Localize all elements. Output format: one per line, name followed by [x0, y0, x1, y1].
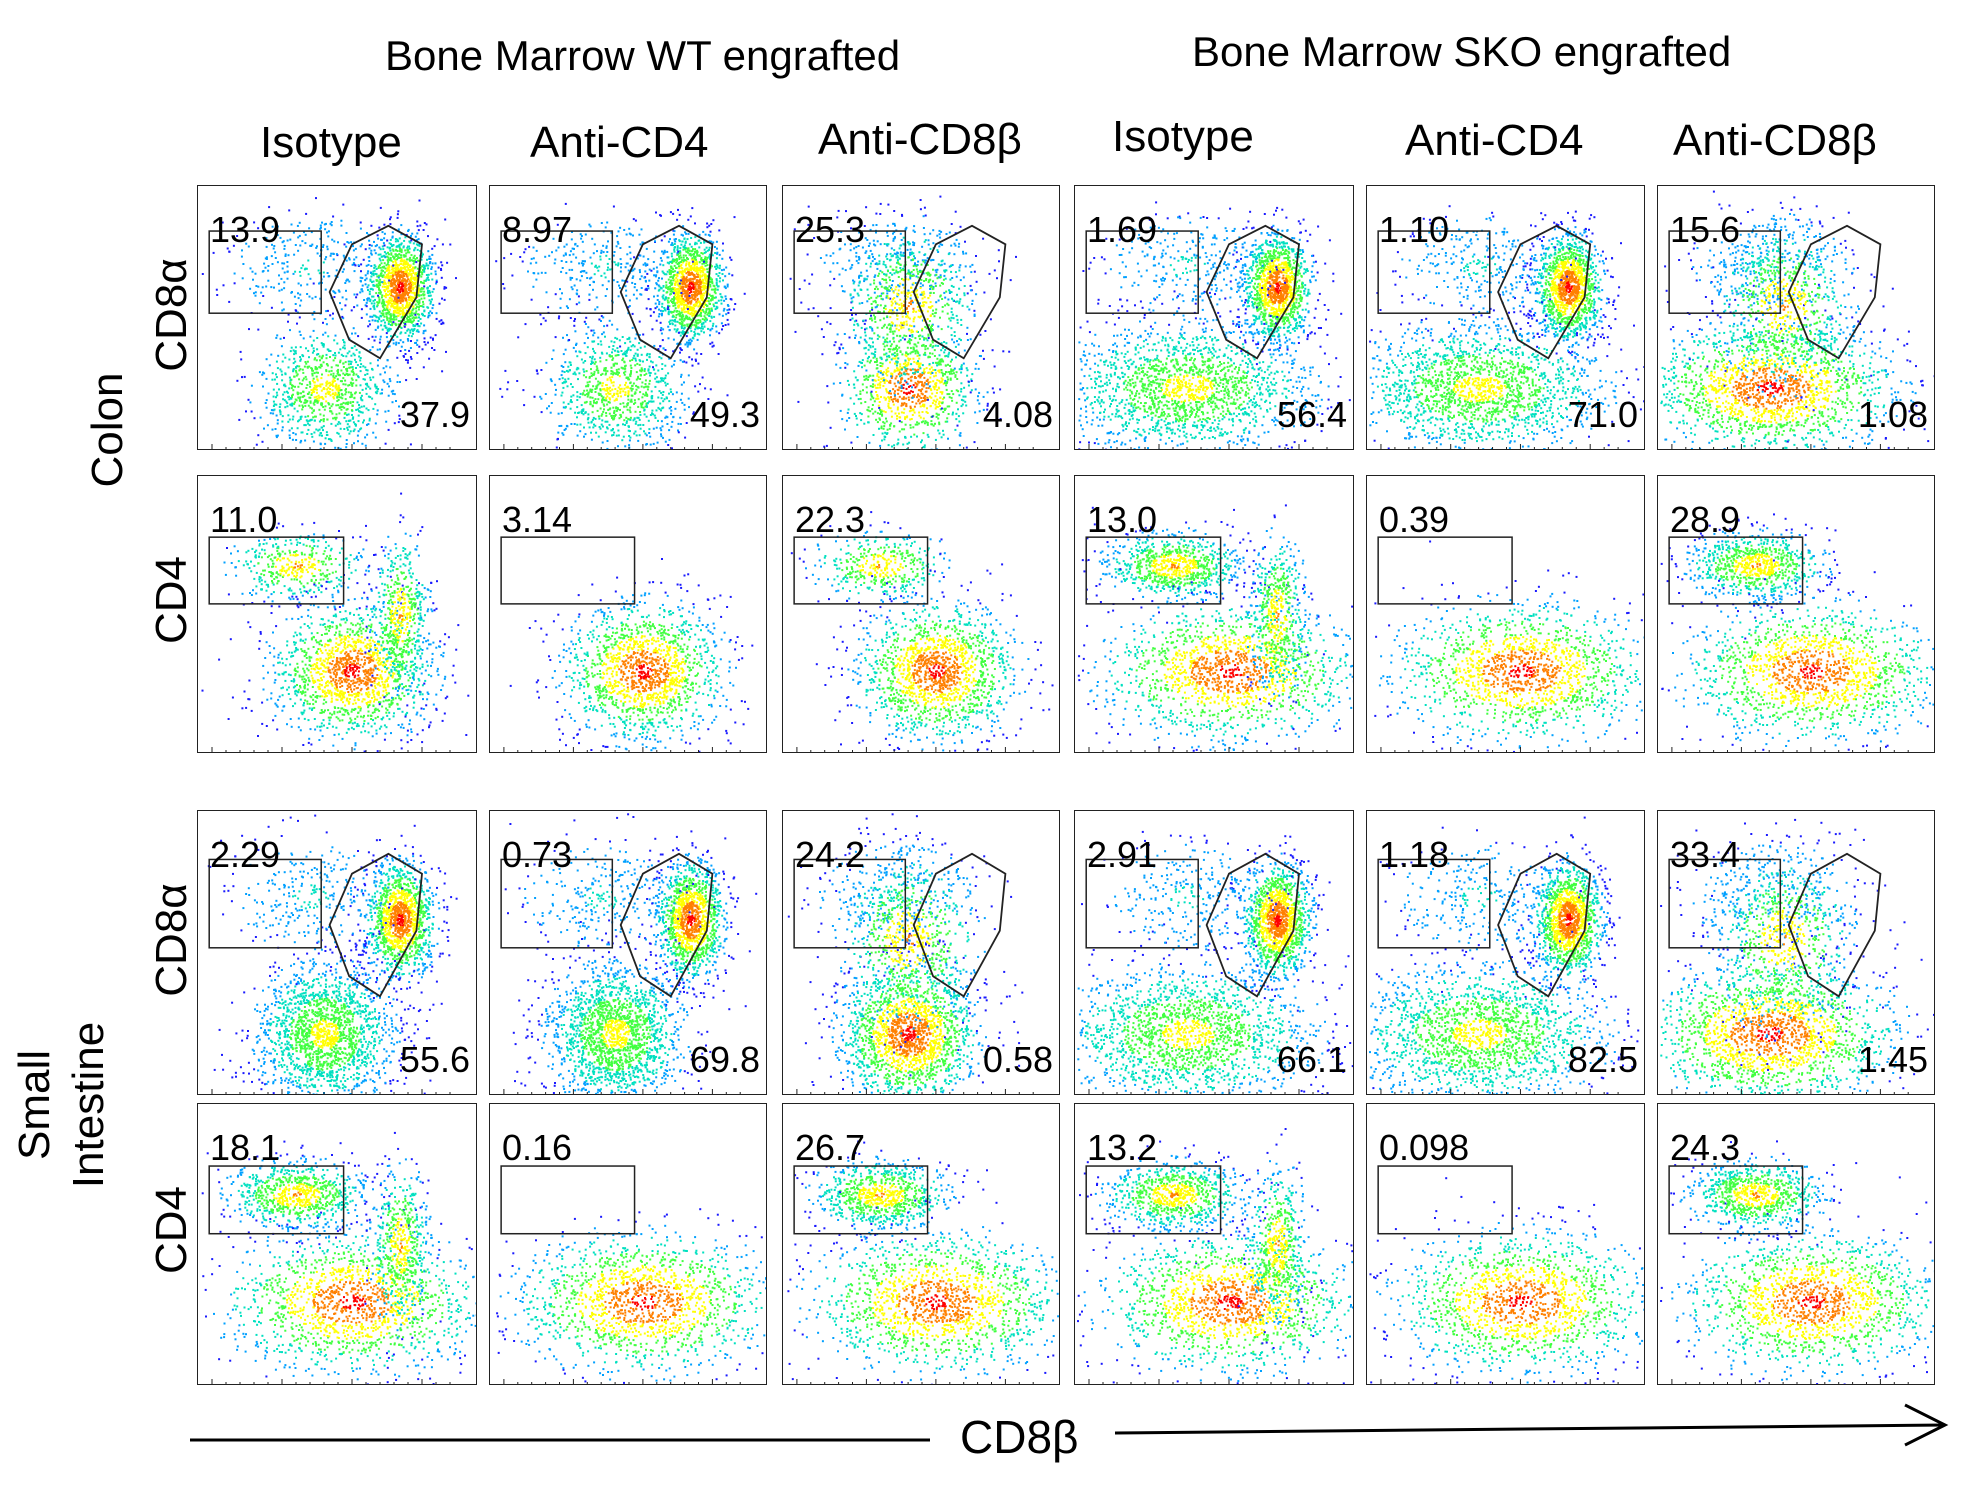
gate-rectangle: [1378, 1166, 1512, 1234]
gate-percentage-upper: 33.4: [1670, 837, 1740, 873]
group-title-wt: Bone Marrow WT engrafted: [385, 32, 900, 80]
flow-plot-panel: 13.2: [1074, 1103, 1354, 1385]
gate-percentage-upper: 1.69: [1087, 212, 1157, 248]
flow-plot-panel: 11.0: [197, 475, 477, 753]
flow-plot-panel: 15.6 1.08: [1657, 185, 1935, 450]
gate-percentage-upper: 13.2: [1087, 1130, 1157, 1166]
gate-percentage-upper: 1.18: [1379, 837, 1449, 873]
gate-percentage-upper: 26.7: [795, 1130, 865, 1166]
gate-percentage-upper: 13.0: [1087, 502, 1157, 538]
flow-plot-panel: 0.39: [1366, 475, 1645, 753]
gate-percentage-lower: 1.45: [1858, 1042, 1928, 1078]
x-axis-label: CD8β: [960, 1410, 1078, 1464]
gate-percentage-lower: 0.58: [983, 1042, 1053, 1078]
flow-plot-panel: 13.9 37.9: [197, 185, 477, 450]
row-label-cd4-colon: CD4: [147, 556, 197, 644]
flow-plot-panel: 3.14: [489, 475, 767, 753]
gate-percentage-upper: 24.3: [1670, 1130, 1740, 1166]
gate-percentage-lower: 56.4: [1277, 397, 1347, 433]
gate-percentage-upper: 25.3: [795, 212, 865, 248]
tissue-label-colon: Colon: [81, 373, 135, 488]
flow-plot-panel: 1.18 82.5: [1366, 810, 1645, 1095]
gate-percentage-upper: 0.73: [502, 837, 572, 873]
tissue-label-small-intestine: Small Intestine: [8, 1022, 116, 1188]
flow-plot-panel: 33.4 1.45: [1657, 810, 1935, 1095]
column-label-wt-anti-cd4: Anti-CD4: [530, 118, 709, 168]
flow-plot-panel: 24.2 0.58: [782, 810, 1060, 1095]
row-label-cd4-si: CD4: [147, 1186, 197, 1274]
column-label-sko-isotype: Isotype: [1112, 112, 1254, 162]
flow-plot-panel: 0.73 69.8: [489, 810, 767, 1095]
gate-percentage-upper: 1.10: [1379, 212, 1449, 248]
gate-percentage-lower: 4.08: [983, 397, 1053, 433]
flow-plot-panel: 25.3 4.08: [782, 185, 1060, 450]
group-title-sko: Bone Marrow SKO engrafted: [1192, 28, 1731, 76]
gate-rectangle: [501, 537, 634, 604]
gate-percentage-upper: 2.29: [210, 837, 280, 873]
gate-percentage-lower: 49.3: [690, 397, 760, 433]
gate-percentage-upper: 2.91: [1087, 837, 1157, 873]
flow-plot-panel: 0.16: [489, 1103, 767, 1385]
flow-plot-panel: 2.91 66.1: [1074, 810, 1354, 1095]
gate-percentage-lower: 1.08: [1858, 397, 1928, 433]
column-label-sko-anti-cd4: Anti-CD4: [1405, 116, 1584, 166]
flow-plot-panel: 28.9: [1657, 475, 1935, 753]
gate-percentage-upper: 3.14: [502, 502, 572, 538]
gate-rectangle: [1378, 537, 1512, 604]
gate-percentage-upper: 0.39: [1379, 502, 1449, 538]
gate-percentage-lower: 55.6: [400, 1042, 470, 1078]
flow-plot-panel: 22.3: [782, 475, 1060, 753]
gate-percentage-upper: 13.9: [210, 212, 280, 248]
gate-percentage-upper: 22.3: [795, 502, 865, 538]
flow-plot-panel: 18.1: [197, 1103, 477, 1385]
gate-percentage-lower: 82.5: [1568, 1042, 1638, 1078]
gate-percentage-upper: 15.6: [1670, 212, 1740, 248]
gate-polygon: [1789, 854, 1881, 997]
flow-plot-panel: 1.10 71.0: [1366, 185, 1645, 450]
gate-percentage-upper: 24.2: [795, 837, 865, 873]
gate-percentage-upper: 11.0: [210, 502, 277, 538]
flow-plot-panel: 1.69 56.4: [1074, 185, 1354, 450]
gate-percentage-lower: 37.9: [400, 397, 470, 433]
flow-plot-panel: 24.3: [1657, 1103, 1935, 1385]
gate-percentage-lower: 71.0: [1568, 397, 1638, 433]
flow-plot-panel: 0.098: [1366, 1103, 1645, 1385]
gate-percentage-upper: 8.97: [502, 212, 572, 248]
gate-percentage-lower: 66.1: [1277, 1042, 1347, 1078]
column-label-wt-isotype: Isotype: [260, 118, 402, 168]
gate-percentage-upper: 18.1: [210, 1130, 280, 1166]
gate-percentage-upper: 0.16: [502, 1130, 572, 1166]
gate-percentage-lower: 69.8: [690, 1042, 760, 1078]
column-label-sko-anti-cd8b: Anti-CD8β: [1673, 116, 1877, 166]
flow-plot-panel: 13.0: [1074, 475, 1354, 753]
gate-percentage-upper: 0.098: [1379, 1130, 1469, 1166]
flow-plot-panel: 8.97 49.3: [489, 185, 767, 450]
column-label-wt-anti-cd8b: Anti-CD8β: [818, 115, 1022, 165]
row-label-cd8a-colon: CD8α: [147, 258, 197, 371]
flow-plot-panel: 2.29 55.6: [197, 810, 477, 1095]
row-label-cd8a-si: CD8α: [147, 883, 197, 996]
gate-rectangle: [501, 1166, 634, 1234]
flow-plot-panel: 26.7: [782, 1103, 1060, 1385]
gate-percentage-upper: 28.9: [1670, 502, 1740, 538]
